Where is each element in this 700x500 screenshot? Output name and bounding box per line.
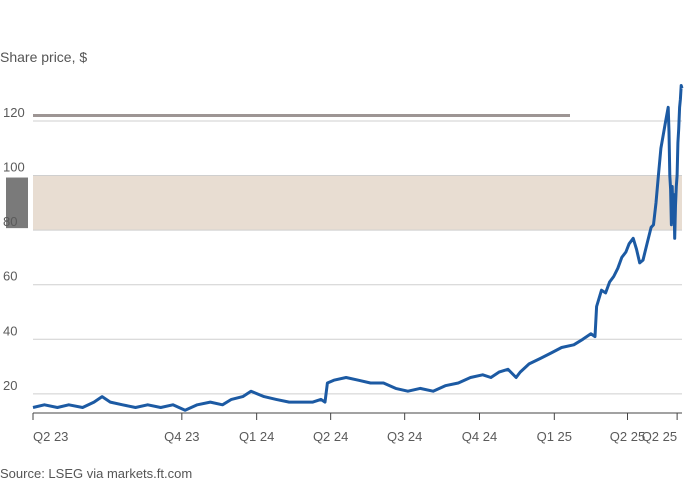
x-tick-label: Q1 25 [537,429,572,444]
y-tick-label: 40 [3,323,17,338]
y-tick-labels: 20 40 60 80 100 120 [3,105,25,393]
price-line [32,84,684,412]
band-marker [6,177,28,229]
y-tick-label: 120 [3,105,25,120]
source-note: Source: LSEG via markets.ft.com [0,466,192,481]
series-layer [32,84,684,412]
x-tick-label: Q4 24 [462,429,497,444]
x-tick-label: Q2 25 [610,429,645,444]
y-tick-label: 60 [3,269,17,284]
x-tick-label: Q3 24 [387,429,422,444]
x-tick-label: Q2 23 [33,429,68,444]
highlight-band-layer [6,175,682,231]
x-tick-label: Q1 24 [239,429,274,444]
y-axis-label: Share price, $ [0,49,87,65]
x-tick-label: Q4 23 [164,429,199,444]
y-tick-label: 20 [3,378,17,393]
y-tick-label: 100 [3,160,25,175]
x-tick-label: Q2 24 [313,429,348,444]
gridlines [33,120,682,395]
x-tick-label: Q2 25 [642,429,677,444]
highlight-band [33,175,682,231]
x-axis: Q2 23 Q4 23 Q1 24 Q2 24 Q3 24 Q4 24 Q1 25 Q2 25… [32,412,682,444]
y-tick-label: 80 [3,214,17,229]
